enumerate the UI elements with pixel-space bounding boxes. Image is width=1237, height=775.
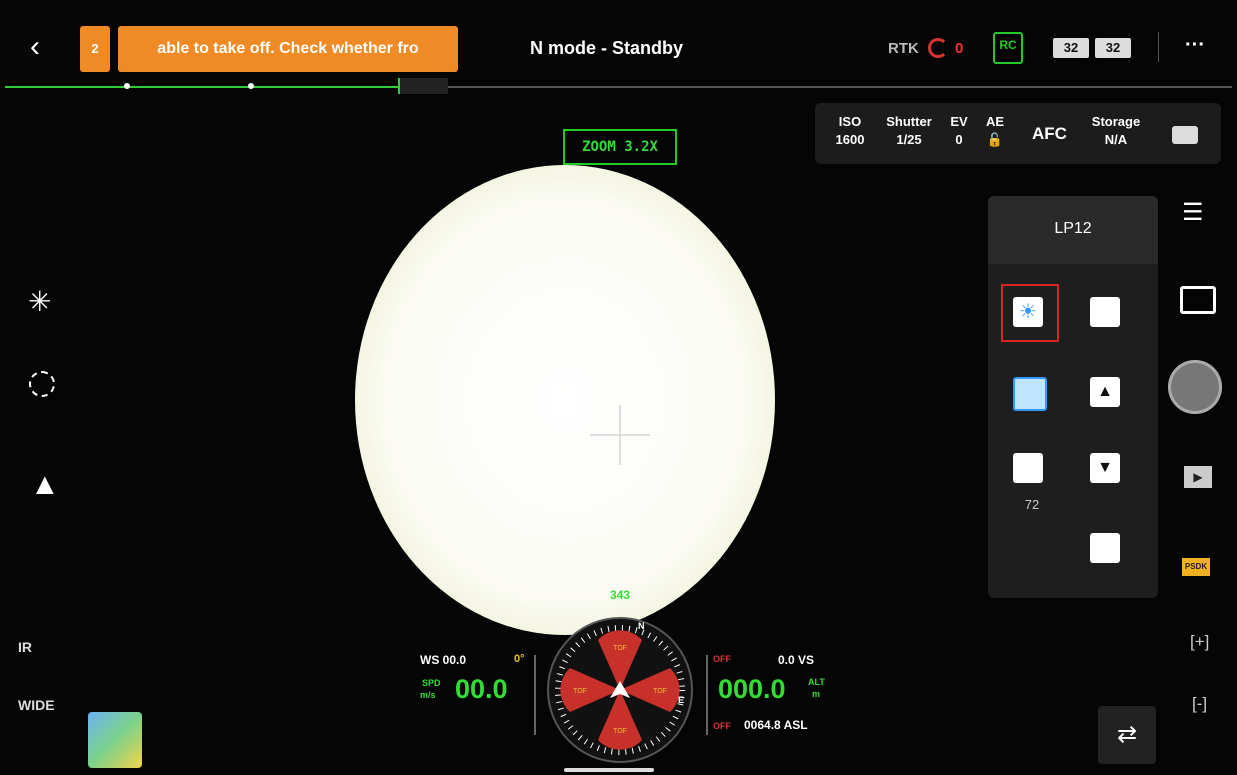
vertical-speed: 0.0 VS <box>778 653 814 667</box>
param: AE🔓 <box>980 113 1010 149</box>
zoom-indicator: ZOOM 3.2X <box>563 129 677 165</box>
sensor-label: TOF <box>613 728 627 735</box>
wind-speed: WS 00.0 <box>420 653 466 667</box>
sensor-label: TOF <box>613 645 627 652</box>
swap-button[interactable]: ⇄ <box>1098 706 1156 764</box>
asl-status: OFF <box>713 721 731 731</box>
sensor-label: TOF <box>653 688 667 695</box>
notification-count[interactable]: 2 <box>80 26 110 72</box>
map-button[interactable] <box>88 712 142 768</box>
param-value: 0 <box>944 131 974 149</box>
playback-icon[interactable]: ▶ <box>1184 466 1212 488</box>
beam-icon[interactable] <box>1013 453 1043 483</box>
speed-label: SPD <box>422 678 441 688</box>
timeline-marker <box>398 78 448 94</box>
more-menu[interactable]: ··· <box>1185 34 1205 57</box>
separator <box>1158 32 1159 62</box>
screen-icon[interactable] <box>1180 286 1216 314</box>
target-icon[interactable] <box>29 371 55 397</box>
brightness-value: 72 <box>1013 497 1051 512</box>
brightness-icon[interactable]: ☀ <box>1013 297 1043 327</box>
settings-icon[interactable]: ☰ <box>1182 198 1204 227</box>
focus-mode: AFC <box>1032 124 1067 144</box>
altitude-unit: m <box>812 689 820 699</box>
north-label: N <box>638 621 645 631</box>
param-value: 1/25 <box>880 131 938 149</box>
param-label: EV <box>944 113 974 131</box>
speed-unit: m/s <box>420 690 436 700</box>
param-label: Shutter <box>880 113 938 131</box>
heading: 343 <box>610 588 630 602</box>
battery-left: 32 <box>1053 38 1089 58</box>
timeline-done <box>5 86 400 88</box>
crosshair-v <box>619 405 621 465</box>
asl: 0064.8 ASL <box>744 718 808 732</box>
compass: 343 TOF TOF TOF TOF N E <box>540 585 700 775</box>
gimbal-angle: 0° <box>514 653 525 665</box>
battery-right: 32 <box>1095 38 1131 58</box>
altitude: 000.0 <box>718 674 786 705</box>
timeline-dot <box>248 83 254 89</box>
alt-scale <box>706 655 708 735</box>
zoom-in[interactable]: [+] <box>1190 632 1209 652</box>
speed-scale <box>534 655 536 735</box>
nav-icon[interactable]: ▲ <box>30 468 60 502</box>
flight-mode: N mode - Standby <box>530 38 683 59</box>
rc-indicator: RC <box>993 32 1023 64</box>
down-icon[interactable]: ▼ <box>1090 453 1120 483</box>
rtk-icon <box>928 38 948 58</box>
psdk-icon[interactable]: PSDK <box>1182 558 1210 576</box>
copy-icon[interactable] <box>1013 377 1047 411</box>
screen: ‹ 2 able to take off. Check whether fro … <box>0 0 1237 775</box>
exposure-icon[interactable] <box>1090 533 1120 563</box>
ir-button[interactable]: IR <box>18 639 32 655</box>
notification-text[interactable]: able to take off. Check whether fro <box>118 26 458 72</box>
param-label: AE <box>980 113 1010 131</box>
camera-view <box>355 165 775 635</box>
up-icon[interactable]: ▲ <box>1090 377 1120 407</box>
lock-icon: 🔓 <box>980 131 1010 149</box>
east-label: E <box>678 695 684 705</box>
param-value: N/A <box>1085 131 1147 149</box>
lens-title: LP12 <box>988 220 1158 238</box>
timeline-rest <box>400 86 1232 88</box>
timeline-dot <box>124 83 130 89</box>
param-label: ISO <box>826 113 874 131</box>
param-value: 1600 <box>826 131 874 149</box>
rtk-label: RTK <box>888 40 919 57</box>
sensor-label: TOF <box>573 688 587 695</box>
list-icon[interactable] <box>1090 297 1120 327</box>
camera-mode-icon[interactable] <box>1172 126 1198 144</box>
param-label: Storage <box>1085 113 1147 131</box>
shutter-button[interactable] <box>1168 360 1222 414</box>
camera-params-panel <box>815 103 1221 164</box>
wide-button[interactable]: WIDE <box>18 697 55 713</box>
speed: 00.0 <box>455 674 508 705</box>
vs-status: OFF <box>713 654 731 664</box>
back-button[interactable]: ‹ <box>30 30 40 64</box>
home-indicator <box>564 768 654 772</box>
light-icon[interactable]: ✳ <box>28 285 51 318</box>
altitude-label: ALT <box>808 677 825 687</box>
rtk-count: 0 <box>955 40 963 57</box>
zoom-out[interactable]: [-] <box>1192 694 1207 714</box>
